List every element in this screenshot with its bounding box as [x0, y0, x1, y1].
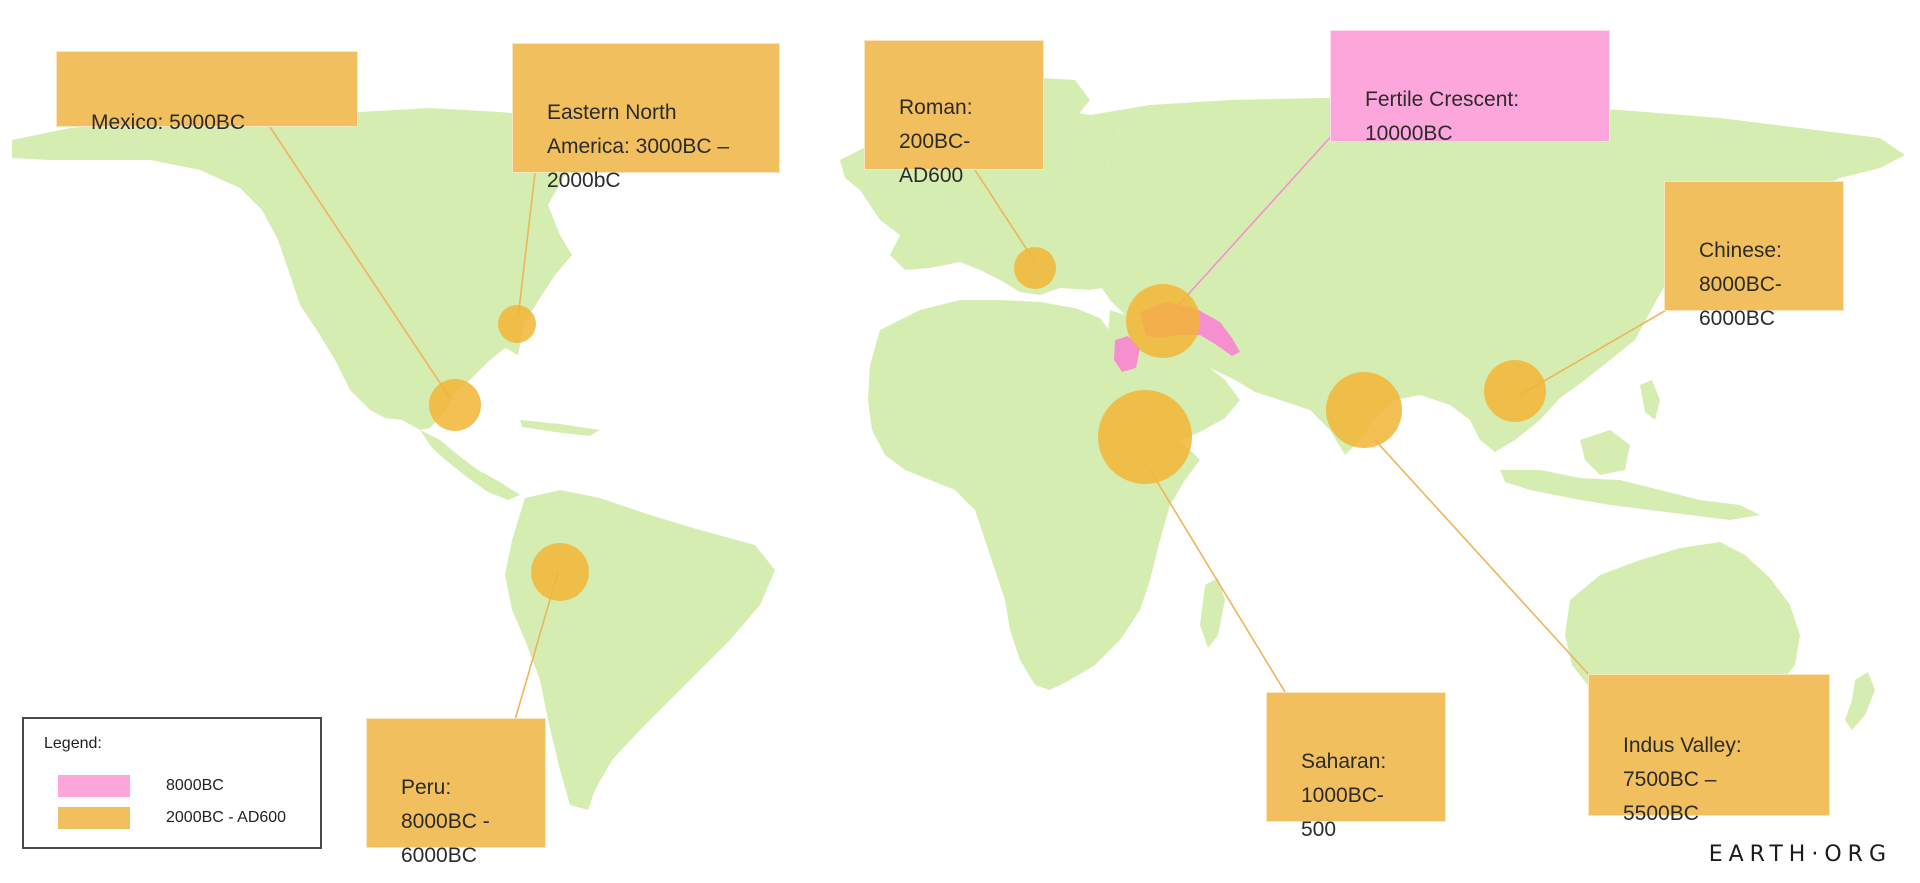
legend: Legend: 8000BC 2000BC - AD600 [22, 717, 322, 849]
label-fertile-crescent: Fertile Crescent: 10000BC [1330, 30, 1610, 145]
leader-line-indus [1374, 439, 1591, 677]
circle-roman [1014, 247, 1056, 289]
landmass-caribbean [520, 420, 600, 436]
label-roman: Roman: 200BC- AD600 [864, 40, 1044, 187]
label-saharan: Saharan: 1000BC- 500 [1266, 692, 1446, 841]
leader-line-eastern-na [517, 172, 536, 319]
landmass-philippines [1640, 380, 1660, 420]
region-nile-valley [1114, 336, 1140, 372]
circle-mexico [429, 379, 481, 431]
circle-indus-valley [1326, 372, 1402, 448]
leader-line-fertile-crescent [1164, 131, 1336, 321]
label-chinese: Chinese: 8000BC- 6000BC [1664, 181, 1844, 330]
leader-line-mexico [269, 126, 451, 399]
landmass-madagascar [1200, 578, 1225, 648]
circle-peru [531, 543, 589, 601]
leader-line-roman [974, 169, 1036, 263]
legend-swatch-2000bc-ad600 [58, 807, 130, 829]
landmass-north-america [12, 108, 640, 430]
label-roman-text: Roman: 200BC- AD600 [899, 96, 973, 187]
landmass-australia [1565, 542, 1800, 712]
label-indus-valley-text: Indus Valley: 7500BC – 5500BC [1623, 734, 1742, 825]
label-eastern-north-america-text: Eastern North America: 3000BC – 2000bC [547, 101, 730, 192]
circle-chinese [1484, 360, 1546, 422]
legend-label-8000bc: 8000BC [166, 777, 224, 794]
legend-swatch-8000bc [58, 775, 130, 797]
label-mexico-text: Mexico: 5000BC [91, 111, 246, 134]
label-eastern-north-america: Eastern North America: 3000BC – 2000bC [512, 43, 780, 192]
leader-line-chinese [1519, 304, 1676, 396]
landmass-central-america [420, 430, 520, 500]
label-indus-valley: Indus Valley: 7500BC – 5500BC [1588, 674, 1830, 825]
circle-eastern-north-america [498, 305, 536, 343]
label-fertile-crescent-text: Fertile Crescent: 10000BC [1365, 88, 1520, 145]
civilization-circles [429, 247, 1546, 601]
landmass-british-isles [900, 165, 930, 212]
landmass-sea-islands [1500, 470, 1760, 520]
legend-label-2000bc-ad600: 2000BC - AD600 [166, 809, 287, 826]
legend-title: Legend: [44, 735, 102, 752]
circle-fertile-crescent [1126, 284, 1200, 358]
leader-line-saharan [1149, 469, 1286, 693]
label-mexico: Mexico: 5000BC [56, 51, 358, 134]
label-peru-text: Peru: 8000BC - 6000BC [401, 776, 490, 867]
landmass-new-zealand [1845, 672, 1875, 730]
label-saharan-text: Saharan: 1000BC- 500 [1301, 750, 1387, 841]
circle-saharan [1098, 390, 1192, 484]
landmass-borneo [1580, 430, 1630, 475]
landmass-africa [868, 300, 1200, 690]
brand-logo: EARTH·ORG [1708, 842, 1892, 867]
label-peru: Peru: 8000BC - 6000BC [366, 718, 546, 867]
label-chinese-text: Chinese: 8000BC- 6000BC [1699, 239, 1782, 330]
